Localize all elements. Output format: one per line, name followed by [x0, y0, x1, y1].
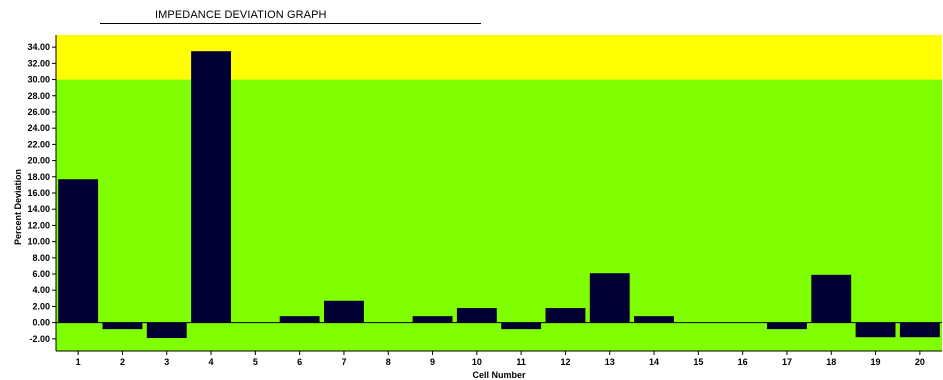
x-tick-label: 1	[76, 357, 81, 367]
y-tick-label: 32.00	[27, 58, 50, 68]
bar-cell-20	[899, 322, 940, 338]
x-axis-ticks: 1 2 3 4 5 6 7 8 9 10 11 12 13 14 15 16 17 18 19 20	[76, 351, 925, 367]
y-tick-label: 16.00	[27, 188, 50, 198]
x-tick-label: 11	[516, 357, 526, 367]
x-tick-label: 3	[164, 357, 169, 367]
y-tick-label: 10.00	[27, 237, 50, 247]
x-tick-label: 2	[120, 357, 125, 367]
bar-cell-7	[324, 300, 364, 323]
x-tick-label: 16	[738, 357, 748, 367]
x-axis-label: Cell Number	[472, 370, 526, 380]
bar-cell-18	[811, 274, 852, 323]
bar-cell-10	[456, 308, 497, 323]
threshold-bands	[56, 35, 942, 352]
bar-cell-12	[545, 308, 586, 323]
x-tick-label: 18	[826, 357, 836, 367]
y-tick-label: 4.00	[32, 285, 50, 295]
bar-series	[58, 51, 940, 339]
y-tick-label: 22.00	[27, 139, 50, 149]
y-tick-label: 26.00	[27, 107, 50, 117]
title-underline	[100, 23, 481, 24]
y-tick-label: 28.00	[27, 91, 50, 101]
bar-cell-9	[412, 316, 453, 323]
x-tick-label: 9	[430, 357, 435, 367]
x-tick-label: 17	[782, 357, 792, 367]
y-tick-label: 24.00	[27, 123, 50, 133]
x-tick-label: 19	[871, 357, 881, 367]
y-tick-label: 12.00	[27, 220, 50, 230]
chart-title: IMPEDANCE DEVIATION GRAPH	[155, 9, 327, 21]
x-tick-label: 4	[209, 357, 214, 367]
x-tick-label: 7	[341, 357, 346, 367]
y-axis-label: Percent Deviation	[13, 169, 23, 245]
y-tick-label: 34.00	[27, 42, 50, 52]
y-tick-label: 6.00	[32, 269, 50, 279]
bar-cell-13	[589, 273, 630, 323]
bar-cell-1	[58, 179, 99, 323]
x-tick-label: 15	[693, 357, 703, 367]
bar-cell-3	[146, 322, 187, 339]
x-tick-label: 5	[253, 357, 258, 367]
y-tick-label: 14.00	[27, 204, 50, 214]
x-tick-label: 12	[560, 357, 570, 367]
bar-cell-4	[191, 51, 231, 323]
y-tick-label: 8.00	[32, 253, 50, 263]
bar-cell-2	[102, 322, 143, 330]
bar-cell-11	[501, 322, 542, 330]
y-tick-label: 18.00	[27, 172, 50, 182]
x-tick-label: 20	[915, 357, 925, 367]
x-tick-label: 14	[649, 357, 659, 367]
x-tick-label: 10	[472, 357, 482, 367]
y-tick-label: 2.00	[32, 301, 50, 311]
x-tick-label: 6	[297, 357, 302, 367]
y-tick-label: -2.00	[29, 334, 50, 344]
x-tick-label: 13	[605, 357, 615, 367]
bar-cell-19	[855, 322, 896, 338]
x-tick-label: 8	[386, 357, 391, 367]
bar-cell-17	[767, 322, 807, 330]
warning-band	[56, 35, 942, 80]
y-axis-ticks: 34.00 32.00 30.00 28.00 26.00 24.00 22.00 20.00…	[27, 42, 56, 344]
y-tick-label: 20.00	[27, 156, 50, 166]
y-tick-label: 0.00	[32, 318, 50, 328]
bar-cell-14	[634, 316, 674, 323]
y-tick-label: 30.00	[27, 75, 50, 85]
normal-band	[56, 79, 942, 352]
bar-cell-6	[279, 316, 320, 323]
